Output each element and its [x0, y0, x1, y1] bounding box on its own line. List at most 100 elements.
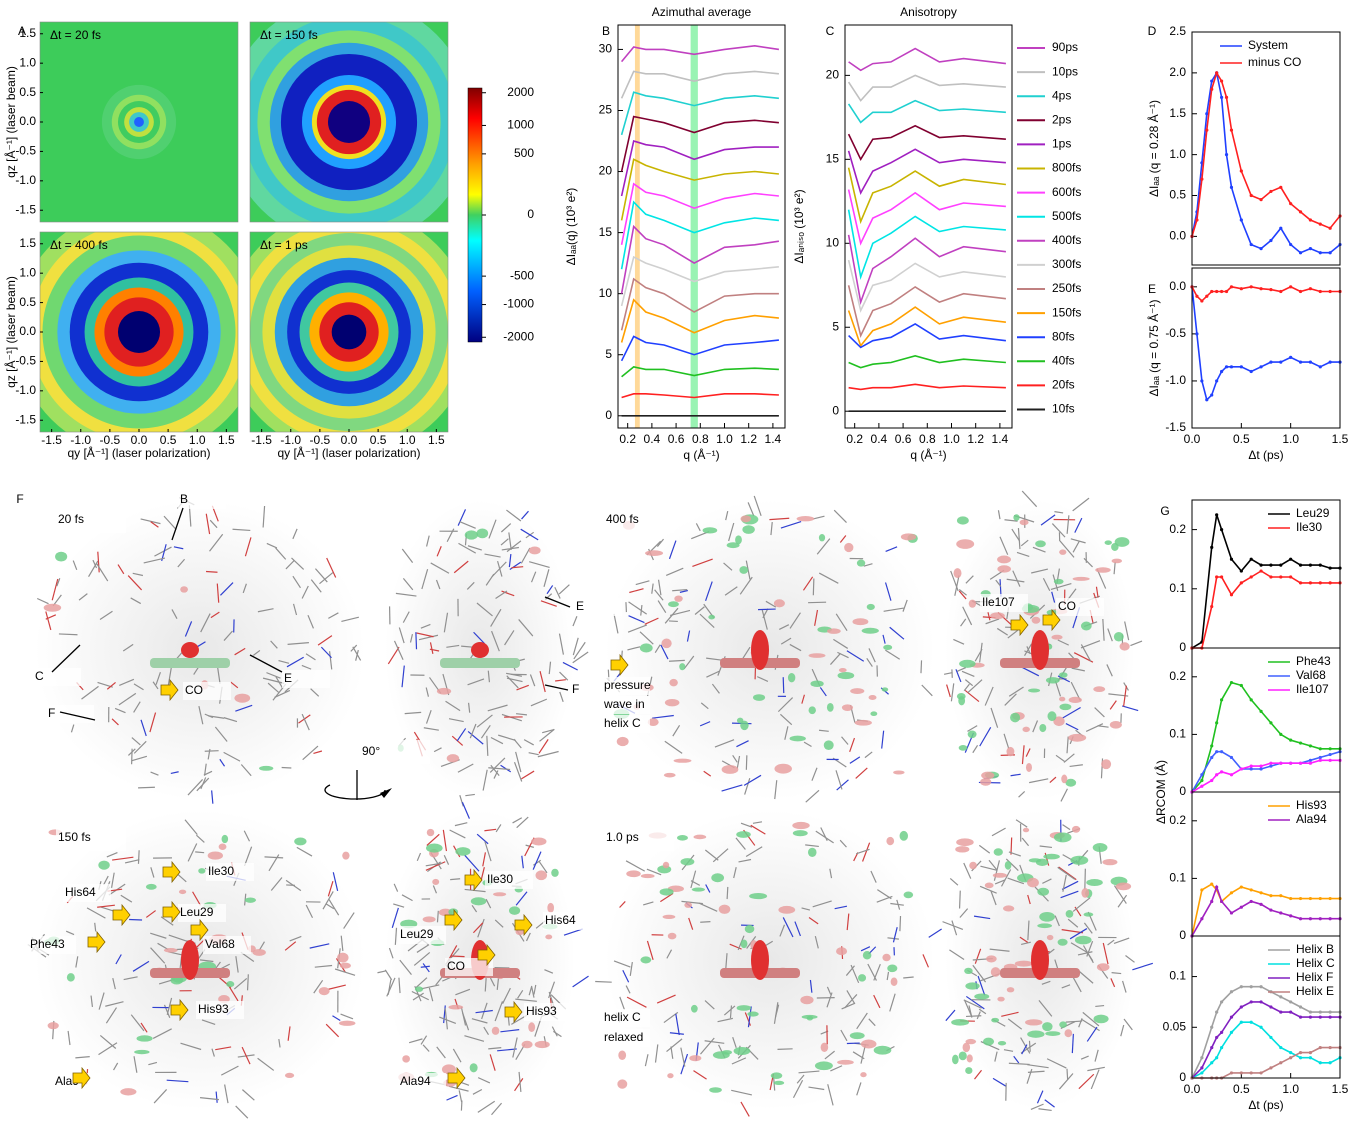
series-line	[620, 158, 779, 221]
bond	[539, 671, 546, 693]
bond	[965, 995, 985, 1010]
bond	[796, 1074, 805, 1084]
bond	[965, 1015, 982, 1018]
series-marker	[1298, 917, 1303, 921]
series-marker	[1259, 902, 1263, 906]
heme-plane	[440, 658, 520, 668]
plot-frame	[1191, 267, 1341, 429]
chart-title: Azimuthal average	[652, 5, 752, 19]
bond	[679, 589, 688, 593]
bond	[646, 868, 662, 876]
bond	[943, 672, 953, 675]
bond	[956, 667, 967, 673]
series-marker	[1220, 1000, 1224, 1004]
bond	[1109, 700, 1117, 710]
bond	[860, 946, 871, 952]
bond	[1010, 837, 1013, 855]
bond	[512, 1037, 518, 1058]
bond	[471, 1018, 488, 1024]
bond	[1008, 851, 1021, 857]
legend-label: Ile30	[1296, 520, 1322, 534]
bond	[187, 779, 204, 796]
bond	[243, 830, 251, 842]
bond	[274, 689, 291, 699]
series-line	[620, 70, 779, 99]
series-marker	[1259, 1025, 1263, 1029]
bond	[317, 635, 333, 646]
bond	[1072, 897, 1091, 912]
bond	[328, 899, 340, 916]
bond	[150, 867, 155, 878]
bond	[868, 648, 876, 663]
series-marker	[1318, 563, 1322, 567]
bond	[798, 1070, 820, 1074]
series-marker	[1318, 1061, 1322, 1065]
density-blob	[244, 897, 257, 903]
bond	[657, 579, 662, 596]
structure-label: helix C	[604, 716, 641, 730]
series-marker	[1239, 767, 1243, 771]
bond	[856, 1082, 862, 1096]
bond	[394, 927, 398, 945]
bond	[1010, 773, 1021, 777]
plot-frame	[1191, 935, 1341, 1079]
y-tick-label: 0.5	[19, 295, 36, 309]
density-blob	[818, 533, 826, 542]
series-line	[848, 354, 1006, 369]
bond	[694, 606, 705, 615]
density-blob	[1059, 696, 1066, 702]
density-blob	[136, 1035, 153, 1042]
series-marker	[1200, 773, 1204, 777]
legend-label: 500fs	[1052, 209, 1081, 223]
bond	[558, 633, 565, 655]
heatmap-image	[40, 22, 238, 222]
bond	[959, 908, 969, 918]
bond	[166, 997, 173, 1016]
bond	[233, 977, 248, 990]
series-marker	[1210, 882, 1214, 886]
x-tick-label: 1.0	[1282, 432, 1299, 446]
bond	[1007, 1018, 1023, 1030]
bond	[149, 712, 157, 733]
bond	[211, 1048, 215, 1057]
bond	[286, 656, 304, 668]
bond	[205, 513, 211, 535]
series-marker	[1224, 365, 1229, 369]
bond	[525, 932, 531, 942]
x-tick-label: 0.8	[692, 432, 709, 446]
bond	[481, 1002, 488, 1020]
structure-label: E	[284, 671, 292, 685]
bond	[490, 764, 500, 777]
label-backdrop	[178, 491, 226, 509]
density-blob	[967, 730, 977, 739]
bond	[921, 684, 933, 697]
bond	[868, 1018, 876, 1027]
series-marker	[1328, 251, 1332, 255]
bond	[835, 613, 848, 632]
bond	[856, 1012, 868, 1030]
series-line	[620, 182, 779, 245]
series-marker	[1259, 365, 1263, 369]
bond	[1008, 1062, 1030, 1066]
y-tick-label: 1.0	[19, 55, 36, 69]
bond	[922, 954, 930, 968]
bond	[1095, 586, 1099, 598]
density-blob	[252, 948, 266, 956]
density-blob	[993, 848, 1003, 856]
bond	[950, 683, 955, 702]
bond	[1078, 970, 1094, 984]
series-marker	[1279, 995, 1283, 999]
bond	[287, 642, 309, 645]
bond	[782, 917, 794, 938]
series-marker	[1328, 896, 1332, 901]
x-axis-label: qy [Å⁻¹] (laser polarization)	[277, 445, 420, 460]
bond	[1038, 1108, 1052, 1112]
bond	[841, 736, 849, 745]
series-marker	[1195, 332, 1199, 336]
series-marker	[1289, 1051, 1293, 1055]
series-marker	[1215, 1035, 1219, 1040]
density-blob	[337, 952, 349, 963]
density-blob	[667, 932, 677, 940]
structure-label: Ile30	[487, 872, 513, 886]
density-blob	[964, 967, 973, 975]
